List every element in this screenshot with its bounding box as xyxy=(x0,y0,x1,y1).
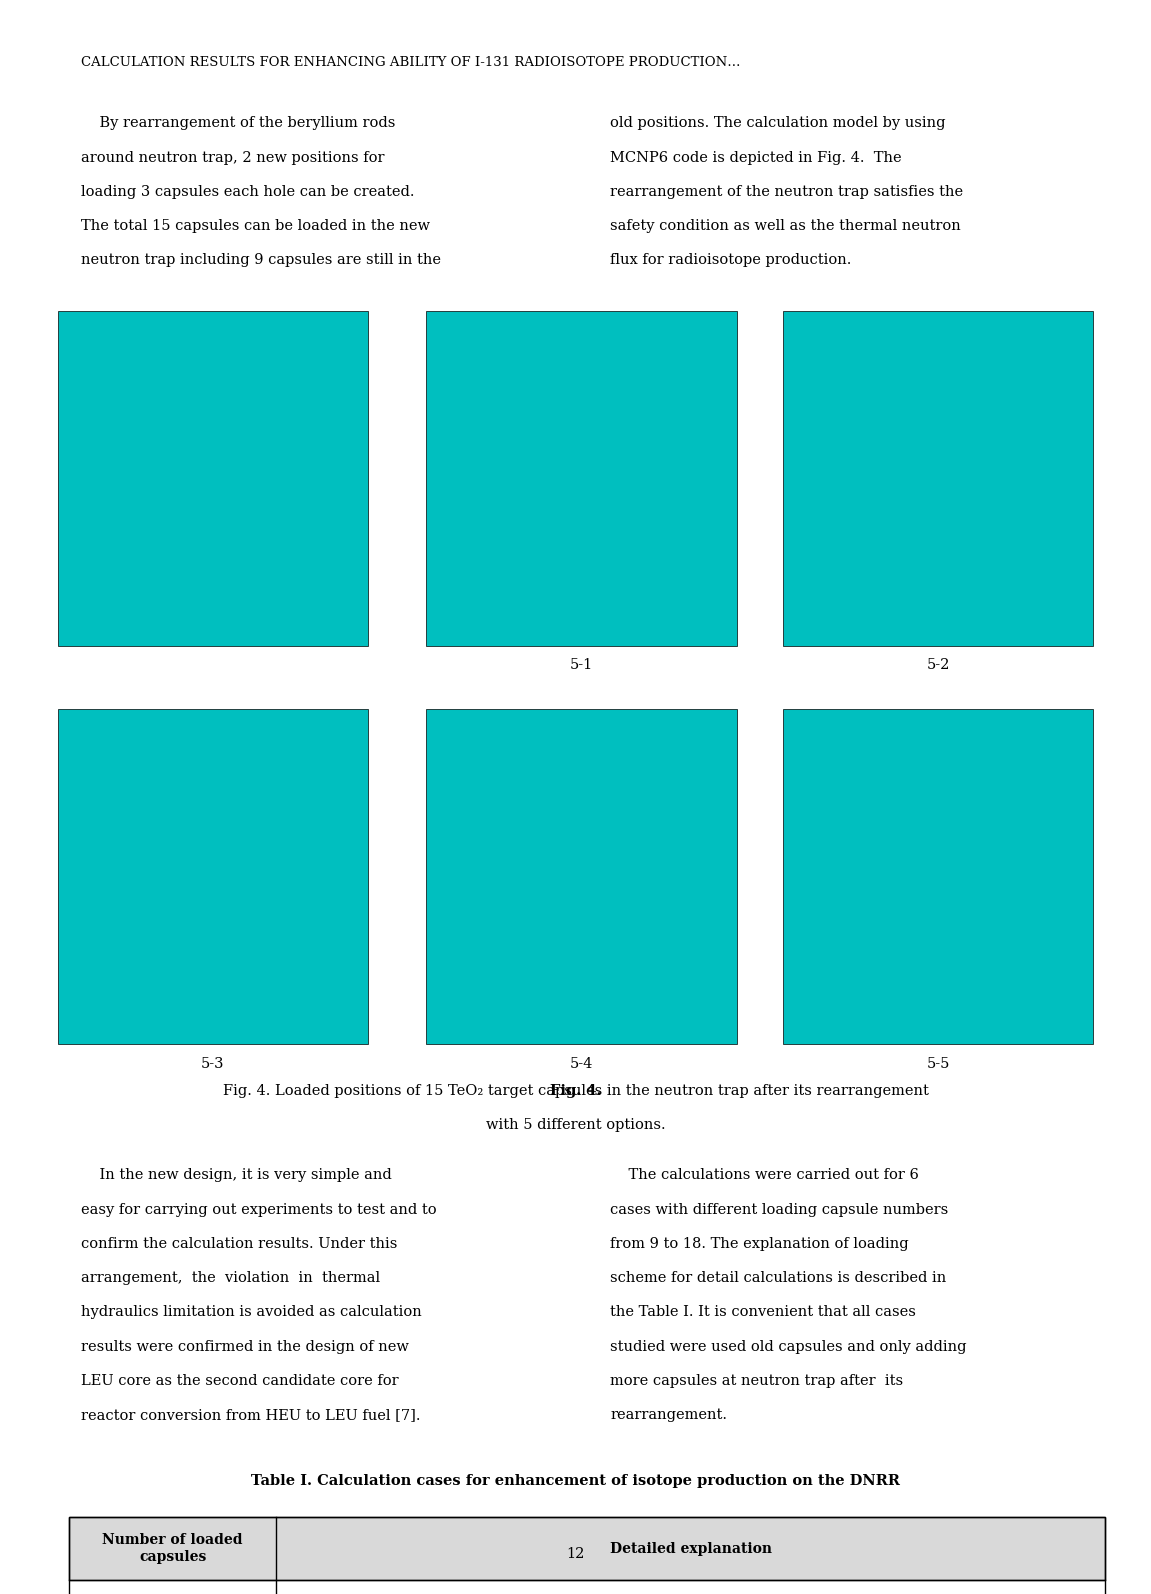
Text: more capsules at neutron trap after  its: more capsules at neutron trap after its xyxy=(610,1374,904,1388)
Text: safety condition as well as the thermal neutron: safety condition as well as the thermal … xyxy=(610,218,961,233)
Text: confirm the calculation results. Under this: confirm the calculation results. Under t… xyxy=(81,1237,397,1251)
FancyBboxPatch shape xyxy=(426,709,737,1044)
Text: rearrangement of the neutron trap satisfies the: rearrangement of the neutron trap satisf… xyxy=(610,185,963,199)
Text: 12: 12 xyxy=(566,1548,585,1561)
Text: 5-3: 5-3 xyxy=(201,1057,224,1071)
FancyBboxPatch shape xyxy=(426,311,737,646)
Text: In the new design, it is very simple and: In the new design, it is very simple and xyxy=(81,1168,391,1183)
Text: results were confirmed in the design of new: results were confirmed in the design of … xyxy=(81,1341,409,1353)
Text: The total 15 capsules can be loaded in the new: The total 15 capsules can be loaded in t… xyxy=(81,218,429,233)
FancyBboxPatch shape xyxy=(69,1517,1105,1581)
FancyBboxPatch shape xyxy=(58,311,368,646)
Text: 5-5: 5-5 xyxy=(927,1057,950,1071)
Text: from 9 to 18. The explanation of loading: from 9 to 18. The explanation of loading xyxy=(610,1237,908,1251)
Text: with 5 different options.: with 5 different options. xyxy=(486,1119,665,1132)
Text: scheme for detail calculations is described in: scheme for detail calculations is descri… xyxy=(610,1272,946,1285)
Text: rearrangement.: rearrangement. xyxy=(610,1409,727,1422)
Text: loading 3 capsules each hole can be created.: loading 3 capsules each hole can be crea… xyxy=(81,185,414,199)
Text: around neutron trap, 2 new positions for: around neutron trap, 2 new positions for xyxy=(81,150,384,164)
Text: studied were used old capsules and only adding: studied were used old capsules and only … xyxy=(610,1341,967,1353)
Text: cases with different loading capsule numbers: cases with different loading capsule num… xyxy=(610,1203,948,1216)
Text: easy for carrying out experiments to test and to: easy for carrying out experiments to tes… xyxy=(81,1203,436,1216)
Text: 5-4: 5-4 xyxy=(570,1057,593,1071)
Text: 5-2: 5-2 xyxy=(927,658,950,673)
Text: hydraulics limitation is avoided as calculation: hydraulics limitation is avoided as calc… xyxy=(81,1305,421,1320)
Text: neutron trap including 9 capsules are still in the: neutron trap including 9 capsules are st… xyxy=(81,253,441,268)
Text: MCNP6 code is depicted in Fig. 4.  The: MCNP6 code is depicted in Fig. 4. The xyxy=(610,150,901,164)
Text: Fig. 4. Loaded positions of 15 TeO₂ target capsules in the neutron trap after it: Fig. 4. Loaded positions of 15 TeO₂ targ… xyxy=(222,1084,929,1098)
Text: Detailed explanation: Detailed explanation xyxy=(610,1541,771,1556)
Text: 5-1: 5-1 xyxy=(570,658,593,673)
FancyBboxPatch shape xyxy=(783,311,1093,646)
Text: The calculations were carried out for 6: The calculations were carried out for 6 xyxy=(610,1168,918,1183)
Text: old positions. The calculation model by using: old positions. The calculation model by … xyxy=(610,116,945,131)
Text: arrangement,  the  violation  in  thermal: arrangement, the violation in thermal xyxy=(81,1272,380,1285)
FancyBboxPatch shape xyxy=(58,709,368,1044)
Text: By rearrangement of the beryllium rods: By rearrangement of the beryllium rods xyxy=(81,116,395,131)
Text: reactor conversion from HEU to LEU fuel [7].: reactor conversion from HEU to LEU fuel … xyxy=(81,1409,420,1422)
Text: Number of loaded
capsules: Number of loaded capsules xyxy=(102,1533,243,1564)
Text: flux for radioisotope production.: flux for radioisotope production. xyxy=(610,253,852,268)
Text: Fig. 4.: Fig. 4. xyxy=(550,1084,601,1098)
Text: LEU core as the second candidate core for: LEU core as the second candidate core fo… xyxy=(81,1374,398,1388)
Text: the Table I. It is convenient that all cases: the Table I. It is convenient that all c… xyxy=(610,1305,916,1320)
Text: CALCULATION RESULTS FOR ENHANCING ABILITY OF I-131 RADIOISOTOPE PRODUCTION…: CALCULATION RESULTS FOR ENHANCING ABILIT… xyxy=(81,56,740,69)
FancyBboxPatch shape xyxy=(783,709,1093,1044)
Text: Table I. Calculation cases for enhancement of isotope production on the DNRR: Table I. Calculation cases for enhanceme… xyxy=(251,1474,900,1489)
